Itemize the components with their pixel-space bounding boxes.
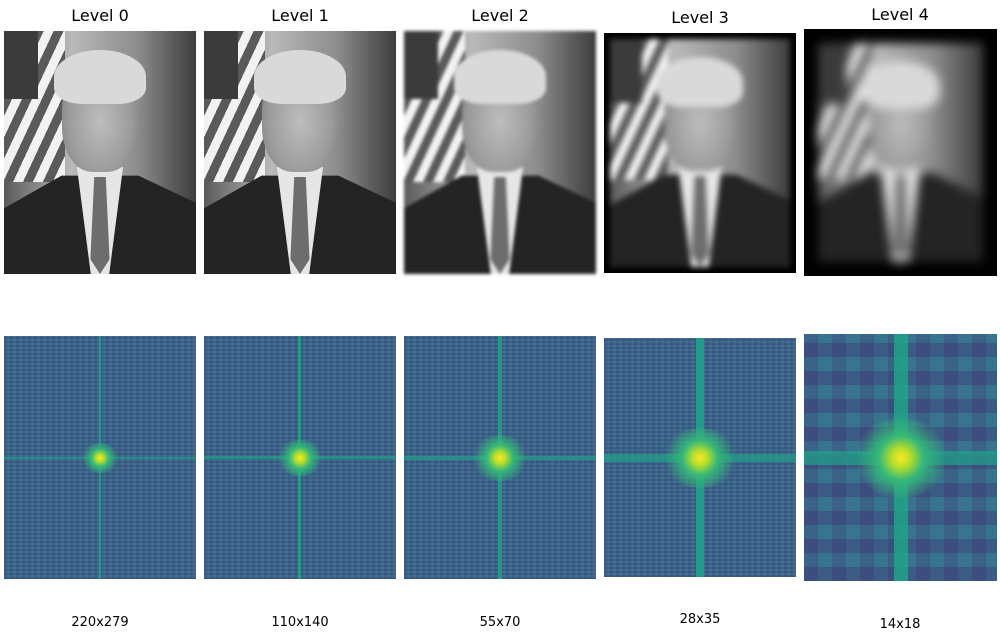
level-0-image	[4, 31, 196, 274]
level-2-spectrum	[404, 336, 596, 579]
level-4-image	[818, 43, 983, 262]
level-3-image-frame	[604, 33, 796, 273]
level-1-title: Level 1	[271, 6, 329, 25]
level-2-size: 55x70	[479, 615, 521, 630]
level-2-title: Level 2	[471, 6, 529, 25]
level-1-image	[204, 31, 396, 274]
level-0-title: Level 0	[71, 6, 129, 25]
level-0-size: 220x279	[71, 615, 129, 630]
level-0-spectrum	[4, 336, 196, 579]
level-3-spectrum	[604, 338, 796, 577]
level-1-size: 110x140	[271, 615, 329, 630]
level-3-size: 28x35	[679, 612, 721, 627]
level-4-spectrum	[804, 334, 997, 581]
level-4-image-frame	[804, 29, 997, 276]
level-4-title: Level 4	[871, 5, 929, 24]
level-2-image	[404, 31, 596, 274]
level-1-spectrum	[204, 336, 396, 579]
level-4-size: 14x18	[879, 617, 921, 632]
level-3-image	[610, 39, 790, 267]
level-3-title: Level 3	[671, 8, 729, 27]
